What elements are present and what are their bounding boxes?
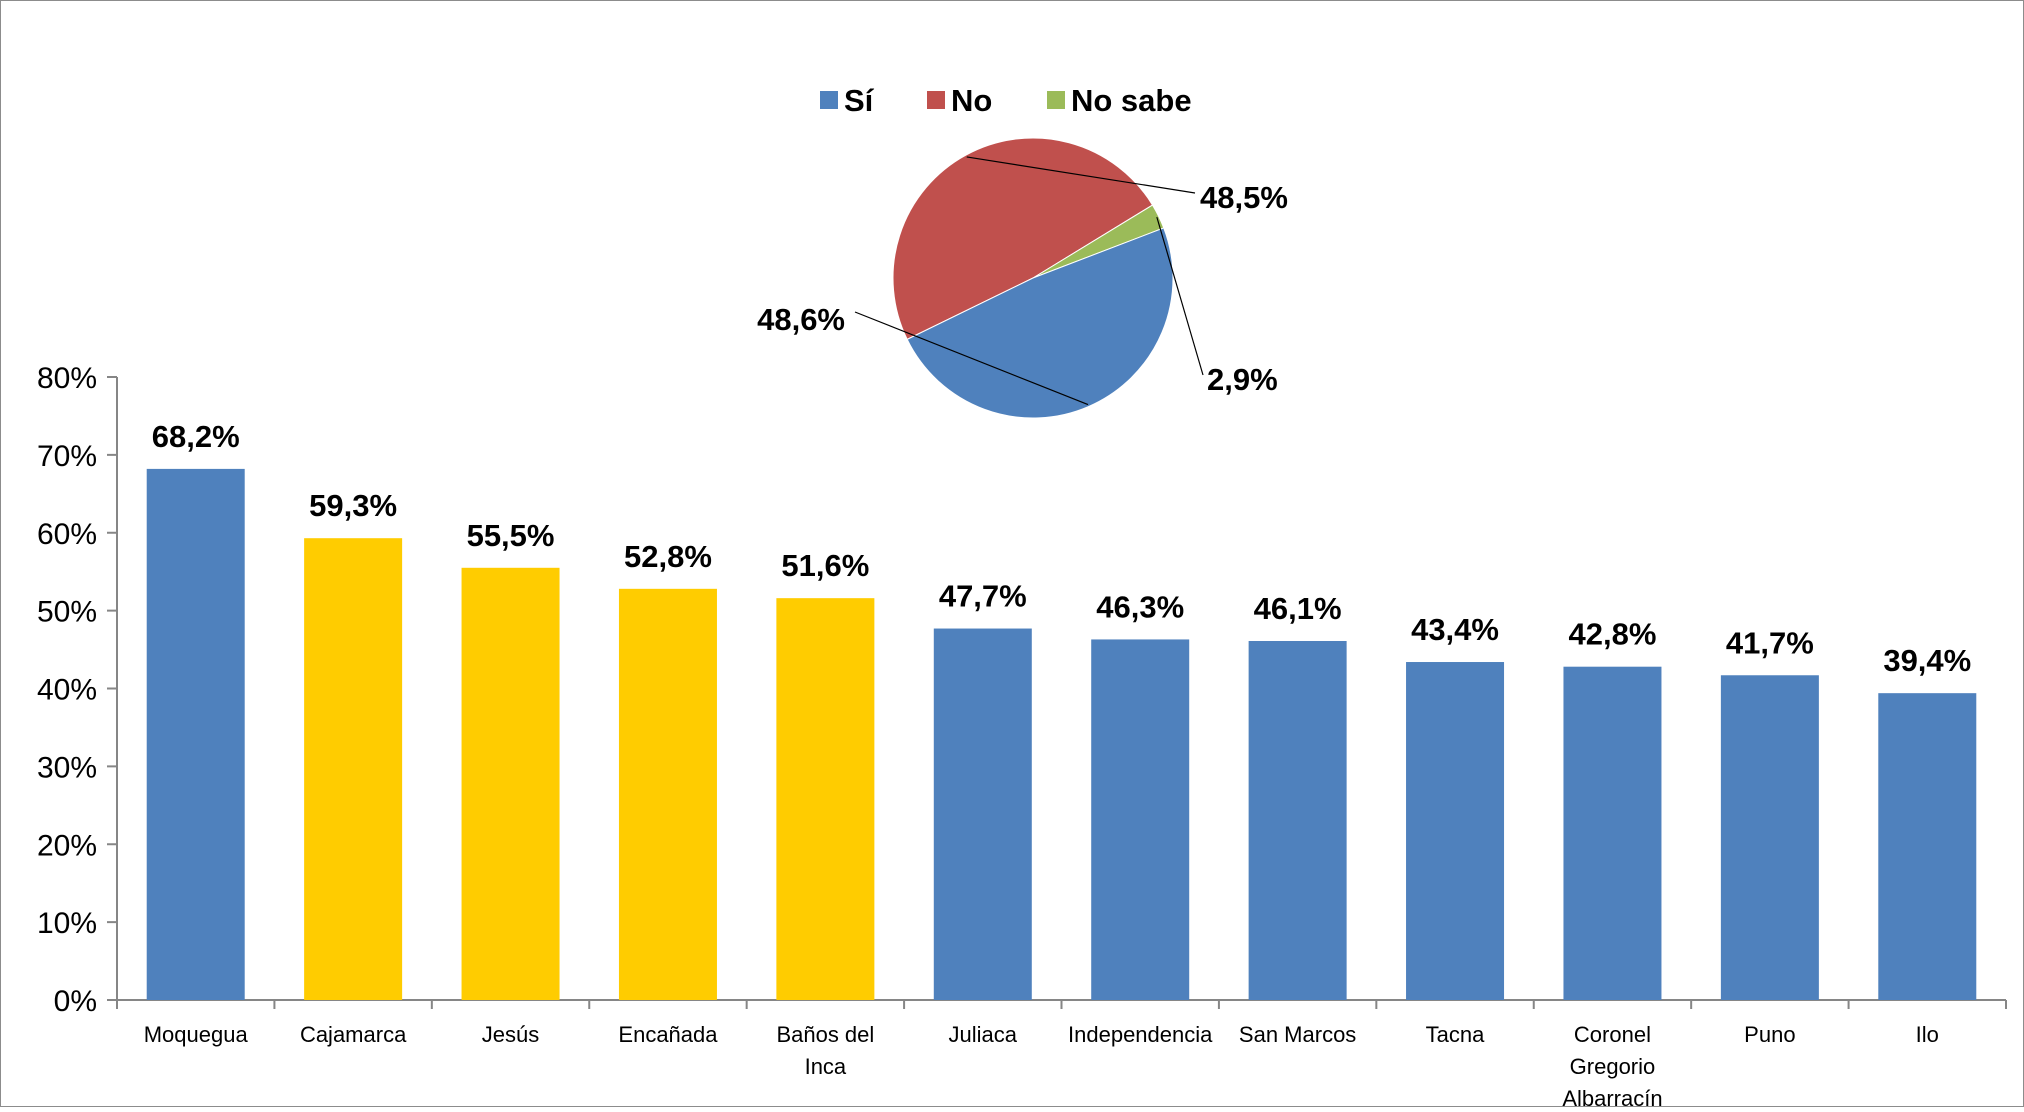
bar-value-label: 59,3% — [309, 488, 397, 523]
y-tick-label: 70% — [37, 440, 97, 473]
y-tick-label: 50% — [37, 596, 97, 629]
bar-value-label: 68,2% — [152, 419, 240, 454]
y-tick-label: 60% — [37, 518, 97, 551]
bar — [776, 598, 875, 1000]
x-tick-label-line: Baños del — [776, 1022, 874, 1047]
x-tick-label: Puno — [1744, 1022, 1795, 1047]
bar-chart: 0% 10% 20% 30% 40% 50% 60% 70% 80% 68,2% Moquegua 5… — [37, 362, 2007, 1111]
legend-swatch — [927, 91, 945, 109]
x-tick-label-line: Moquegua — [144, 1022, 249, 1047]
x-tick-label: Juliaca — [949, 1022, 1018, 1047]
x-tick-label-line: Albarracín — [1562, 1086, 1662, 1107]
pie-value-label: 2,9% — [1207, 362, 1278, 397]
bar — [1878, 693, 1977, 1000]
x-tick-label: Coronel Gregorio Albarracín — [1562, 1022, 1662, 1107]
x-tick-label-line: Independencia — [1068, 1022, 1213, 1047]
x-tick-label: San Marcos — [1239, 1022, 1356, 1047]
x-tick-label-line: Coronel — [1574, 1022, 1651, 1047]
x-tick-label-line: Cajamarca — [300, 1022, 407, 1047]
y-tick-label: 20% — [37, 829, 97, 862]
x-tick-label: Encañada — [618, 1022, 718, 1047]
bar-value-label: 55,5% — [467, 518, 555, 553]
bar — [1563, 666, 1662, 1000]
x-tick-label-line: San Marcos — [1239, 1022, 1356, 1047]
pie-chart: 48,6% 48,5% 2,9% Sí No No sabe — [757, 83, 1288, 419]
x-tick-label: Baños del Inca — [776, 1022, 874, 1079]
bar-value-label: 42,8% — [1569, 617, 1657, 652]
bar — [1091, 639, 1190, 1000]
bar-value-label: 46,1% — [1254, 591, 1342, 626]
legend-label: No sabe — [1071, 83, 1192, 118]
bar-value-label: 43,4% — [1411, 612, 1499, 647]
legend-swatch — [1047, 91, 1065, 109]
bar — [618, 588, 717, 1000]
pie-slice — [906, 227, 1174, 419]
legend-swatch — [820, 91, 838, 109]
x-tick-label-line: Tacna — [1426, 1022, 1485, 1047]
pie-slice — [892, 137, 1154, 341]
bar — [304, 538, 403, 1000]
x-tick-label-line: Puno — [1744, 1022, 1795, 1047]
pie-value-label: 48,5% — [1200, 180, 1288, 215]
bar-value-label: 52,8% — [624, 539, 712, 574]
bar — [1720, 675, 1819, 1000]
x-tick-label: Ilo — [1916, 1022, 1939, 1047]
bar — [461, 567, 560, 1000]
bar-value-label: 39,4% — [1883, 643, 1971, 678]
y-tick-label: 80% — [37, 362, 97, 395]
bar — [146, 468, 245, 1001]
x-tick-label-line: Ilo — [1916, 1022, 1939, 1047]
x-tick-label-line: Inca — [805, 1054, 847, 1079]
x-tick-label-line: Jesús — [482, 1022, 539, 1047]
pie-value-label: 48,6% — [757, 302, 845, 337]
bar-value-label: 47,7% — [939, 579, 1027, 614]
x-tick-label-line: Encañada — [618, 1022, 718, 1047]
x-tick-label: Moquegua — [144, 1022, 249, 1047]
bar-value-label: 41,7% — [1726, 625, 1814, 660]
bar — [1406, 662, 1505, 1000]
y-tick-label: 30% — [37, 751, 97, 784]
legend-label: No — [951, 83, 992, 118]
bar-value-label: 51,6% — [781, 548, 869, 583]
x-tick-label-line: Gregorio — [1570, 1054, 1656, 1079]
x-tick-label: Jesús — [482, 1022, 539, 1047]
x-tick-label: Independencia — [1068, 1022, 1213, 1047]
pie-leader-line — [854, 311, 1089, 406]
legend-label: Sí — [844, 83, 875, 118]
x-tick-label: Cajamarca — [300, 1022, 407, 1047]
bar — [933, 628, 1032, 1000]
x-tick-label-line: Juliaca — [949, 1022, 1018, 1047]
y-tick-label: 40% — [37, 674, 97, 707]
x-tick-label: Tacna — [1426, 1022, 1485, 1047]
y-tick-label: 0% — [54, 985, 97, 1018]
bar — [1248, 640, 1347, 1000]
y-tick-label: 10% — [37, 907, 97, 940]
bar-value-label: 46,3% — [1096, 589, 1184, 624]
pie-leader-line — [1156, 216, 1204, 376]
pie-leader-line — [966, 156, 1196, 194]
